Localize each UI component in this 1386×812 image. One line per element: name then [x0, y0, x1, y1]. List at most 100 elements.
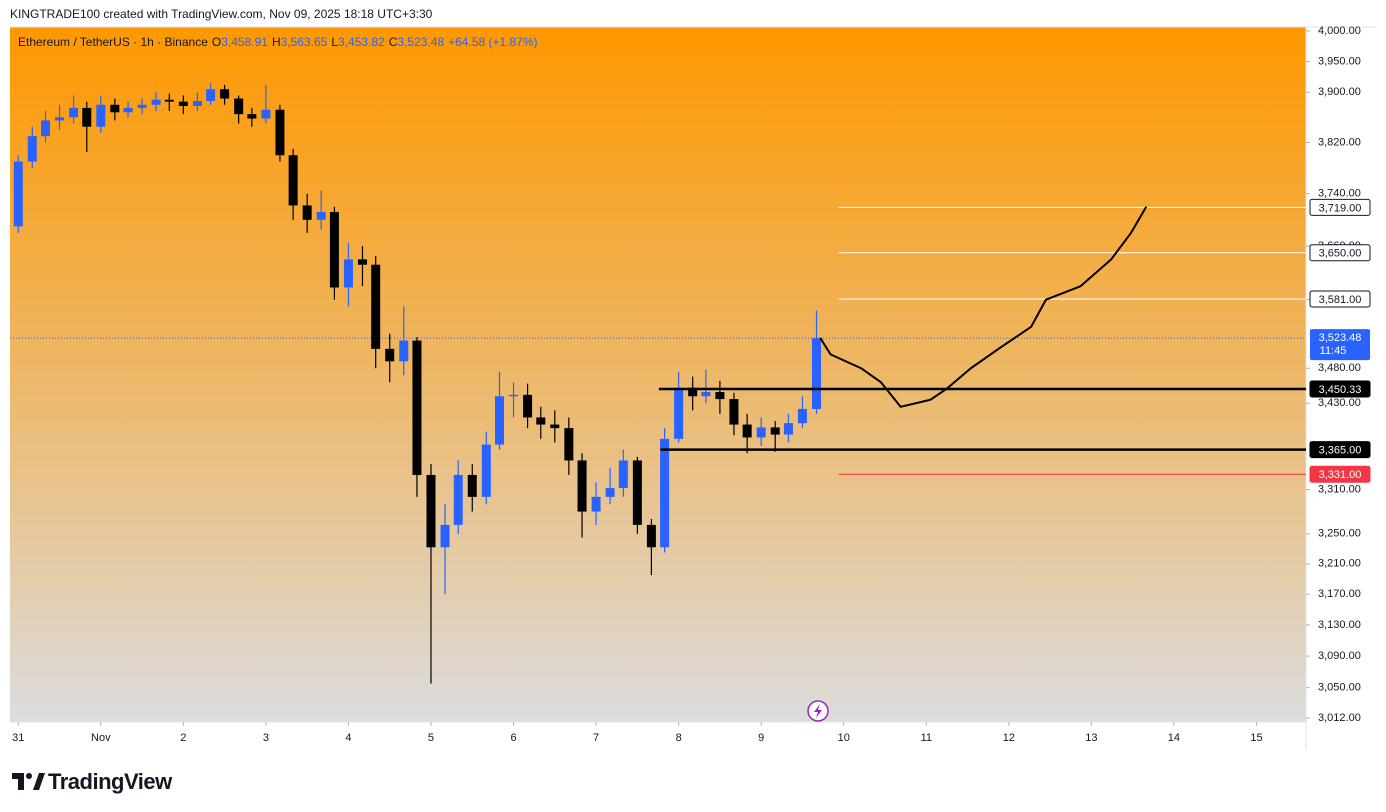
- candle-body: [137, 104, 147, 108]
- level-tag-label: 3,719.00: [1319, 202, 1362, 214]
- candle-body: [329, 211, 339, 288]
- x-tick-label: 5: [428, 732, 434, 744]
- level-tag: [1309, 198, 1371, 216]
- candle-body: [385, 348, 395, 362]
- candle-body: [288, 155, 298, 206]
- candle-body: [27, 136, 37, 162]
- candle-body: [756, 427, 766, 438]
- candle-body: [729, 399, 739, 425]
- x-tick-label: 6: [510, 732, 516, 744]
- brand: TradingView: [48, 769, 172, 794]
- candle-body: [632, 460, 642, 525]
- x-tick-label: 12: [1003, 732, 1015, 744]
- candle-body: [110, 104, 120, 113]
- countdown: 11:45: [1320, 345, 1347, 357]
- candle-body: [701, 392, 711, 397]
- candle-body: [523, 394, 533, 418]
- level-tag-label: 3,450.33: [1319, 384, 1362, 396]
- candle-body: [69, 107, 79, 118]
- candle-body: [453, 474, 463, 525]
- candle-body: [275, 109, 285, 156]
- candle-body: [55, 117, 65, 121]
- candle-body: [13, 161, 23, 227]
- x-tick-label: 7: [593, 732, 599, 744]
- candle-body: [783, 423, 793, 435]
- y-tick-label: 3,250.00: [1318, 528, 1361, 540]
- ohlc-label: H: [271, 35, 281, 49]
- x-tick-label: 2: [180, 732, 186, 744]
- candle-body: [371, 264, 381, 349]
- candle-body: [797, 408, 807, 424]
- last-price-label: 3,523.48: [1319, 332, 1362, 344]
- x-tick-label: 31: [12, 732, 24, 744]
- level-tag: [1309, 441, 1371, 459]
- candle-body: [234, 98, 244, 115]
- ohlc-value: 3,458.91: [221, 35, 268, 49]
- ohlc-value: 3,523.48: [397, 35, 445, 49]
- level-tag-label: 3,650.00: [1319, 248, 1362, 260]
- candle-body: [164, 99, 174, 102]
- symbol-title: Ethereum / TetherUS · 1h · Binance: [18, 35, 208, 49]
- x-tick-label: 8: [676, 732, 682, 744]
- candle-body: [591, 496, 601, 512]
- x-tick-label: 15: [1250, 732, 1262, 744]
- ohlc-value: 3,563.65: [280, 35, 328, 49]
- candle-body: [467, 474, 477, 497]
- x-tick-label: 9: [758, 732, 764, 744]
- header: KINGTRADE100 created with TradingView.co…: [10, 7, 433, 21]
- candle-body: [811, 338, 821, 409]
- candle-body: [509, 394, 519, 397]
- candle-body: [577, 460, 587, 512]
- symbol-legend: Ethereum / TetherUS · 1h · Binance O3,458…: [18, 35, 538, 49]
- level-tag-label: 3,581.00: [1319, 294, 1362, 306]
- candle-body: [151, 99, 161, 105]
- candle-body: [426, 474, 436, 548]
- ohlc-value: 3,453.82: [338, 35, 385, 49]
- x-tick-label: 11: [921, 732, 932, 744]
- plot-background: [10, 27, 1306, 722]
- candle-body: [618, 460, 628, 489]
- candle-body: [564, 428, 574, 461]
- candle-body: [481, 444, 491, 497]
- x-tick-label: Nov: [91, 732, 111, 744]
- y-tick-label: 3,310.00: [1318, 483, 1361, 495]
- x-tick-label: 14: [1168, 732, 1180, 744]
- y-tick-label: 3,210.00: [1318, 558, 1361, 570]
- level-tag: [1309, 290, 1371, 308]
- level-tag: [1309, 244, 1371, 262]
- y-tick-label: 4,000.00: [1318, 25, 1361, 37]
- y-tick-label: 3,430.00: [1318, 397, 1361, 409]
- y-tick-label: 3,820.00: [1318, 136, 1361, 148]
- y-tick-label: 3,480.00: [1318, 362, 1361, 374]
- ohlc-label: L: [331, 35, 339, 49]
- y-tick-label: 3,012.00: [1318, 712, 1361, 724]
- candle-body: [770, 427, 780, 435]
- candle-body: [660, 438, 670, 548]
- candle-body: [550, 424, 560, 429]
- candle-body: [316, 211, 326, 220]
- candle-body: [715, 392, 725, 400]
- candle-body: [605, 488, 615, 497]
- level-tag-label: 3,365.00: [1319, 445, 1362, 457]
- last-price-tag: [1310, 329, 1370, 361]
- lightning-icon[interactable]: [807, 700, 829, 722]
- candle-body: [357, 259, 367, 265]
- y-tick-label: 3,950.00: [1318, 55, 1361, 67]
- y-tick-label: 3,130.00: [1318, 619, 1361, 631]
- ohlc-label: C: [388, 35, 398, 49]
- x-tick-label: 13: [1085, 732, 1097, 744]
- candle-body: [536, 417, 546, 425]
- candle-body: [96, 104, 106, 127]
- candle-body: [220, 89, 230, 99]
- y-tick-label: 3,740.00: [1318, 188, 1361, 200]
- candle-body: [646, 524, 656, 548]
- candle-body: [412, 340, 422, 475]
- brand-logo: [12, 773, 45, 790]
- candle-body: [192, 101, 202, 107]
- candle-body: [399, 340, 409, 362]
- level-tag-label: 3,331.00: [1319, 469, 1362, 481]
- y-tick-label: 3,170.00: [1318, 588, 1361, 600]
- y-tick-label: 3,090.00: [1318, 650, 1361, 662]
- y-tick-label: 3,050.00: [1318, 682, 1361, 694]
